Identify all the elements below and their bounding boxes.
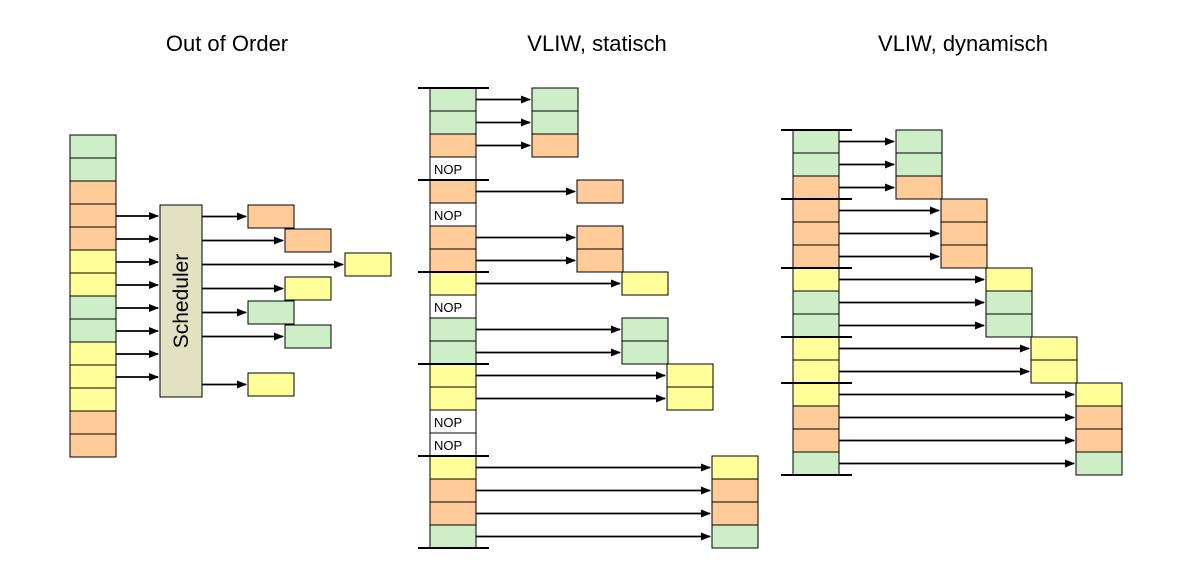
instruction-box bbox=[69, 180, 117, 205]
panel-title-vliw-dynamic: VLIW, dynamisch bbox=[878, 31, 1048, 56]
nop-label: NOP bbox=[434, 438, 462, 453]
instruction-box bbox=[69, 433, 117, 458]
scheduler-label: Scheduler bbox=[170, 254, 193, 349]
scheduler-box bbox=[159, 204, 203, 398]
execution-box bbox=[576, 225, 624, 250]
instruction-box bbox=[792, 152, 840, 177]
instruction-box bbox=[792, 267, 840, 292]
instruction-box bbox=[792, 451, 840, 476]
instruction-box bbox=[429, 478, 477, 503]
execution-box bbox=[711, 478, 759, 503]
nop-label: NOP bbox=[434, 208, 462, 223]
instruction-box bbox=[429, 340, 477, 365]
execution-box bbox=[621, 317, 669, 342]
execution-box bbox=[1075, 405, 1123, 430]
execution-box bbox=[940, 221, 988, 246]
panel-title-out-of-order: Out of Order bbox=[165, 31, 289, 56]
execution-box bbox=[1030, 359, 1078, 384]
instruction-box bbox=[69, 157, 117, 182]
instruction-box bbox=[792, 382, 840, 407]
instruction-box bbox=[69, 226, 117, 251]
instruction-box bbox=[792, 290, 840, 315]
execution-box bbox=[284, 324, 332, 349]
panel-title-vliw-static: VLIW, statisch bbox=[527, 31, 667, 56]
nop-label: NOP bbox=[434, 300, 462, 315]
instruction-box bbox=[69, 203, 117, 228]
instruction-box bbox=[429, 248, 477, 273]
instruction-box bbox=[429, 271, 477, 296]
instruction-box bbox=[792, 244, 840, 269]
instruction-box bbox=[69, 364, 117, 389]
instruction-box bbox=[69, 341, 117, 366]
instruction-box bbox=[429, 455, 477, 480]
execution-box bbox=[985, 267, 1033, 292]
execution-box bbox=[531, 133, 579, 158]
instruction-box bbox=[792, 336, 840, 361]
execution-box bbox=[247, 204, 295, 229]
execution-box bbox=[940, 244, 988, 269]
execution-box bbox=[621, 340, 669, 365]
instruction-box bbox=[69, 410, 117, 435]
nop-label: NOP bbox=[434, 415, 462, 430]
instruction-box bbox=[69, 318, 117, 343]
execution-box bbox=[895, 152, 943, 177]
execution-box bbox=[895, 129, 943, 154]
instruction-box bbox=[429, 501, 477, 526]
instruction-box bbox=[429, 386, 477, 411]
instruction-box bbox=[792, 129, 840, 154]
instruction-box bbox=[69, 134, 117, 159]
instruction-box bbox=[69, 295, 117, 320]
execution-box bbox=[1075, 382, 1123, 407]
instruction-box bbox=[429, 225, 477, 250]
execution-box bbox=[344, 252, 392, 277]
instruction-box bbox=[429, 524, 477, 549]
instruction-box bbox=[792, 198, 840, 223]
instruction-box bbox=[429, 179, 477, 204]
instruction-box bbox=[429, 133, 477, 158]
instruction-box bbox=[69, 272, 117, 297]
instruction-box bbox=[429, 317, 477, 342]
execution-box bbox=[621, 271, 669, 296]
nop-label: NOP bbox=[434, 162, 462, 177]
execution-box bbox=[247, 372, 295, 397]
instruction-box bbox=[69, 387, 117, 412]
execution-box bbox=[711, 455, 759, 480]
execution-box bbox=[1075, 428, 1123, 453]
instruction-box bbox=[792, 428, 840, 453]
execution-box bbox=[247, 300, 295, 325]
instruction-box bbox=[429, 363, 477, 388]
instruction-box bbox=[429, 87, 477, 112]
instruction-box bbox=[429, 110, 477, 135]
execution-box bbox=[576, 248, 624, 273]
execution-box bbox=[666, 386, 714, 411]
execution-box bbox=[531, 110, 579, 135]
instruction-box bbox=[69, 249, 117, 274]
execution-box bbox=[284, 276, 332, 301]
execution-box bbox=[711, 501, 759, 526]
execution-box bbox=[666, 363, 714, 388]
execution-box bbox=[531, 87, 579, 112]
instruction-box bbox=[792, 175, 840, 200]
instruction-box bbox=[792, 405, 840, 430]
execution-box bbox=[711, 524, 759, 549]
execution-box bbox=[1030, 336, 1078, 361]
execution-box bbox=[895, 175, 943, 200]
execution-box bbox=[1075, 451, 1123, 476]
execution-box bbox=[940, 198, 988, 223]
instruction-box bbox=[792, 221, 840, 246]
instruction-box bbox=[792, 359, 840, 384]
execution-box bbox=[284, 228, 332, 253]
execution-box bbox=[985, 290, 1033, 315]
execution-box bbox=[985, 313, 1033, 338]
instruction-box bbox=[792, 313, 840, 338]
execution-box bbox=[576, 179, 624, 204]
